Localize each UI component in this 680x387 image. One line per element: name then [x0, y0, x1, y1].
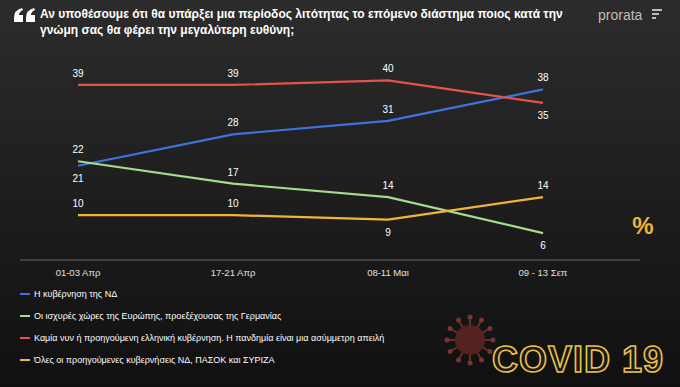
- quote-shape: [26, 8, 35, 22]
- data-label: 9: [385, 227, 391, 238]
- data-label: 39: [227, 68, 239, 79]
- legend-swatch: [20, 359, 30, 361]
- annotation: %: [632, 212, 653, 239]
- data-label: 38: [537, 72, 549, 83]
- data-label: 31: [382, 104, 394, 115]
- legend-swatch: [20, 315, 30, 317]
- virus-tip: [468, 361, 473, 366]
- data-label: 6: [540, 240, 546, 251]
- data-label: 10: [72, 198, 84, 209]
- virus-tip: [468, 315, 473, 320]
- data-label: 10: [227, 198, 239, 209]
- data-label: 39: [72, 68, 84, 79]
- legend-swatch: [20, 337, 30, 339]
- series-line: [78, 161, 543, 233]
- virus-tip: [487, 326, 492, 331]
- legend-label: Η κυβέρνηση της ΝΔ: [34, 289, 117, 299]
- data-label: 17: [227, 167, 239, 178]
- series-line: [78, 80, 543, 102]
- title-line: γνώμη σας θα φέρει την μεγαλύτερη ευθύνη…: [40, 23, 294, 37]
- logo-bar: [652, 13, 659, 15]
- lines: [78, 80, 543, 233]
- data-label: 28: [227, 117, 239, 128]
- x-tick-label: 08-11 Μαι: [367, 267, 409, 278]
- virus-tip: [456, 318, 461, 323]
- quote-shape: [14, 8, 23, 22]
- chart: Αν υποθέσουμε ότι θα υπάρξει μια περίοδο…: [0, 0, 680, 387]
- logo-bar: [652, 17, 656, 19]
- title: Αν υποθέσουμε ότι θα υπάρξει μια περίοδο…: [40, 7, 563, 37]
- source: prorata: [598, 7, 643, 23]
- x-tick-label: 01-03 Απρ: [56, 267, 101, 278]
- series-line: [78, 89, 543, 165]
- virus-tip: [479, 318, 484, 323]
- series-line: [78, 197, 543, 219]
- virus-tip: [445, 338, 450, 343]
- virus-icon: [445, 315, 496, 366]
- quote-icon: [14, 8, 35, 22]
- x-axis: [20, 260, 640, 261]
- virus-tip: [448, 326, 453, 331]
- legend: Η κυβέρνηση της ΝΔ Οι ισχυρές χώρες της Ε…: [20, 289, 384, 365]
- virus-tip: [448, 349, 453, 354]
- virus-body: [455, 325, 485, 355]
- data-label: 40: [382, 63, 394, 74]
- x-tick-label: 09 - 13 Σεπ: [519, 267, 568, 278]
- badge: COVID 19: [492, 339, 664, 380]
- virus-tip: [479, 357, 484, 362]
- legend-swatch: [20, 293, 30, 295]
- logo-bar: [652, 9, 662, 11]
- virus-tip: [456, 357, 461, 362]
- legend-label: Καμία νυν ή προηγούμενη ελληνική κυβέρνη…: [34, 333, 384, 343]
- data-label: 35: [537, 110, 549, 121]
- source-logo: prorata: [598, 7, 662, 23]
- x-tick-label: 17-21 Απρ: [211, 267, 256, 278]
- data-label: 14: [537, 180, 549, 191]
- data-label: 22: [72, 144, 84, 155]
- background: [0, 0, 680, 387]
- legend-label: Όλες οι προηγούμενες κυβερνήσεις ΝΔ, ΠΑΣ…: [33, 355, 275, 365]
- data-label: 14: [382, 180, 394, 191]
- legend-label: Οι ισχυρές χώρες της Ευρώπης, προεξέχουσ…: [34, 311, 282, 321]
- data-labels: 21 28 31 38 22 17 14 6 39 39 40 35 10 10 9 14: [72, 63, 549, 251]
- data-label: 21: [72, 173, 84, 184]
- title-line: Αν υποθέσουμε ότι θα υπάρξει μια περίοδο…: [40, 7, 563, 21]
